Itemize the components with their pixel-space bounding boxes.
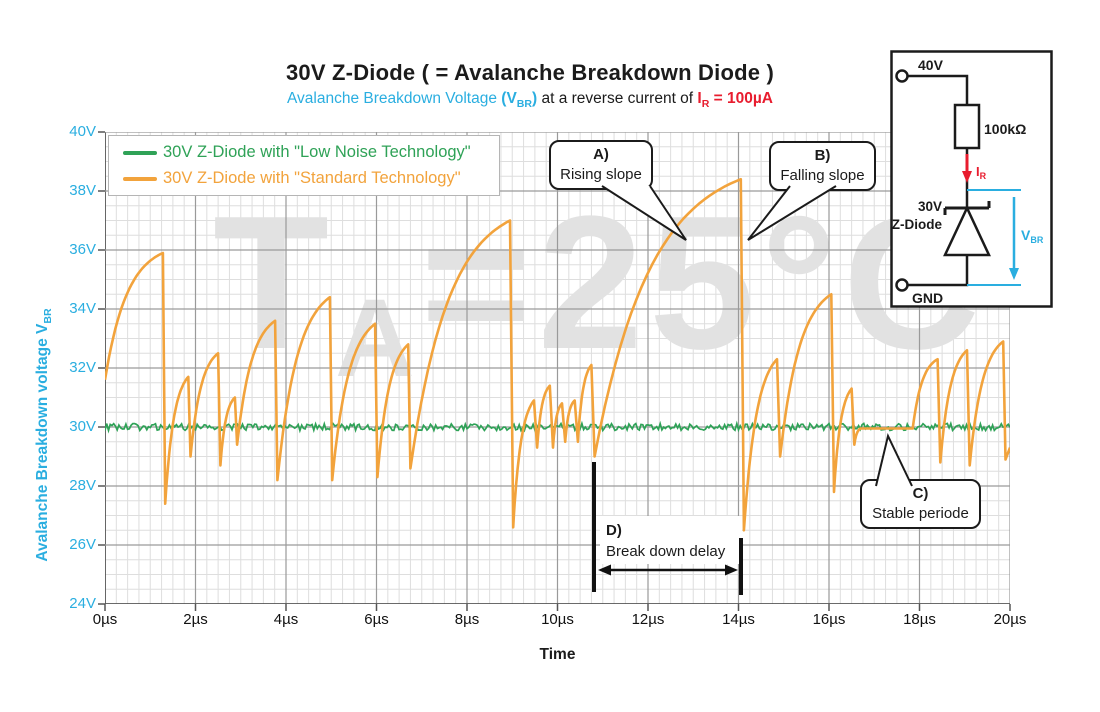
- legend-item-standard: 30V Z-Diode with "Standard Technology": [123, 169, 499, 188]
- x-tick-label: 4µs: [273, 611, 299, 628]
- diode-triangle: [943, 205, 991, 257]
- page-subtitle: Avalanche Breakdown Voltage (VBR) at a r…: [105, 90, 955, 110]
- x-tick-label: 12µs: [631, 611, 665, 628]
- terminal-top: [895, 69, 909, 83]
- y-tick-label: 38V: [69, 182, 96, 199]
- vbr-arrowhead: [1009, 268, 1019, 280]
- annotation-text: Break down delay: [606, 543, 726, 560]
- annotation-text: Falling slope: [780, 167, 865, 184]
- vbr-measure-rails: [967, 189, 1021, 286]
- resistor-label: 100kΩ: [984, 121, 1026, 137]
- chart-legend: 30V Z-Diode with "Low Noise Technology" …: [108, 135, 500, 196]
- trace-low-noise: [105, 420, 1010, 434]
- annotation-text: Stable periode: [872, 505, 969, 522]
- diode-label-line1: 30V: [918, 199, 942, 214]
- legend-swatch-green: [123, 150, 157, 155]
- annotation-rising-slope: A) Rising slope: [549, 140, 653, 190]
- trace-standard: [105, 177, 1010, 532]
- annotation-tag: B): [814, 147, 831, 164]
- y-tick-label: 24V: [69, 595, 96, 612]
- subtitle-highlight: Avalanche Breakdown Voltage: [286, 90, 502, 107]
- legend-swatch-orange: [123, 176, 157, 181]
- plot-area: TA=25°C: [105, 132, 1010, 604]
- y-tick-label: 34V: [69, 300, 96, 317]
- inset-border: [890, 50, 1053, 308]
- y-tick-label: 28V: [69, 477, 96, 494]
- y-tick-label: 26V: [69, 536, 96, 553]
- legend-item-low-noise: 30V Z-Diode with "Low Noise Technology": [123, 143, 499, 162]
- temperature-watermark: TA=25°C: [213, 177, 986, 400]
- x-tick-label: 20µs: [993, 611, 1027, 628]
- y-tick-label: 40V: [69, 123, 96, 140]
- x-tick-label: 8µs: [454, 611, 480, 628]
- y-tick-label: 30V: [69, 418, 96, 435]
- y-tick-label: 36V: [69, 241, 96, 258]
- y-tick-label: 32V: [69, 359, 96, 376]
- annotation-tag: D): [606, 522, 622, 539]
- reverse-current-value: IR = 100µA: [697, 90, 773, 111]
- supply-label: 40V: [918, 57, 944, 73]
- diode-label-line2: Z-Diode: [892, 217, 943, 232]
- vbr-label: VBR: [1021, 227, 1044, 245]
- annotation-stable-period: C) Stable periode: [860, 479, 981, 529]
- x-tick-label: 2µs: [183, 611, 208, 628]
- annotation-tag: A): [593, 146, 609, 163]
- x-tick-label: 18µs: [903, 611, 936, 628]
- x-tick-label: 0µs: [92, 611, 118, 628]
- annotation-breakdown-delay: D) Break down delay: [600, 516, 742, 564]
- annotation-tag: C): [912, 485, 929, 502]
- page-title: 30V Z-Diode ( = Avalanche Breakdown Diod…: [285, 60, 775, 85]
- subtitle-middle: at a reverse current of: [537, 90, 698, 107]
- legend-label: 30V Z-Diode with "Low Noise Technology": [163, 143, 471, 161]
- x-tick-label: 6µs: [364, 611, 389, 628]
- ground-label: GND: [912, 290, 943, 306]
- annotation-falling-slope: B) Falling slope: [769, 141, 876, 191]
- x-axis-title: Time: [539, 646, 576, 663]
- x-tick-label: 14µs: [722, 611, 755, 628]
- current-arrowhead: [962, 171, 972, 183]
- x-tick-label: 16µs: [812, 611, 846, 628]
- resistor-symbol: [953, 103, 981, 150]
- circuit-inset: 40V 100kΩ IR 30V Z-Diode GND VBR: [890, 50, 1053, 308]
- x-tick-label: 10µs: [541, 611, 574, 628]
- annotation-text: Rising slope: [560, 166, 642, 183]
- legend-label: 30V Z-Diode with "Standard Technology": [163, 169, 461, 187]
- terminal-gnd: [895, 278, 909, 292]
- current-label: IR: [976, 164, 987, 181]
- vbr-symbol: (VBR): [501, 90, 538, 111]
